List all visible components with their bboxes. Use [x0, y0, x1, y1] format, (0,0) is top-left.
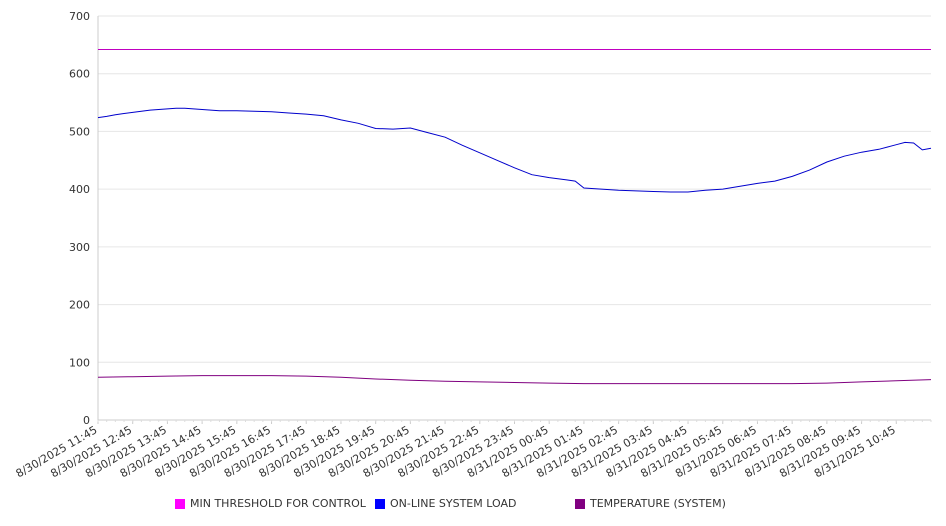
y-tick-label: 300 [69, 241, 90, 254]
legend-label-system-load: ON-LINE SYSTEM LOAD [390, 497, 517, 510]
y-tick-label: 600 [69, 68, 90, 81]
legend-item-system-load[interactable]: ON-LINE SYSTEM LOAD [375, 497, 516, 510]
y-tick-label: 700 [69, 10, 90, 23]
y-axis-ticks: 0 100 200 300 400 500 600 700 [69, 10, 90, 427]
x-axis-ticks: 8/30/2025 11:458/30/2025 12:458/30/2025 … [14, 420, 932, 480]
legend-label-min-threshold: MIN THRESHOLD FOR CONTROL [190, 497, 366, 510]
legend-label-temperature: TEMPERATURE (SYSTEM) [590, 497, 726, 510]
grid [98, 15, 931, 363]
legend-swatch-min-threshold [175, 498, 185, 509]
series-line-1 [97, 107, 932, 193]
axes [97, 16, 931, 421]
legend: MIN THRESHOLD FOR CONTROL ON-LINE SYSTEM… [0, 497, 946, 515]
y-tick-label: 100 [69, 356, 90, 369]
legend-item-temperature[interactable]: TEMPERATURE (SYSTEM) [575, 497, 726, 510]
legend-swatch-temperature [575, 498, 585, 509]
y-tick-label: 0 [83, 414, 90, 427]
series-lines [97, 49, 932, 385]
legend-swatch-system-load [375, 498, 385, 509]
y-tick-label: 400 [69, 183, 90, 196]
y-tick-label: 500 [69, 125, 90, 138]
series-line-2 [97, 375, 932, 385]
legend-item-min-threshold[interactable]: MIN THRESHOLD FOR CONTROL [175, 497, 366, 510]
y-tick-label: 200 [69, 299, 90, 312]
